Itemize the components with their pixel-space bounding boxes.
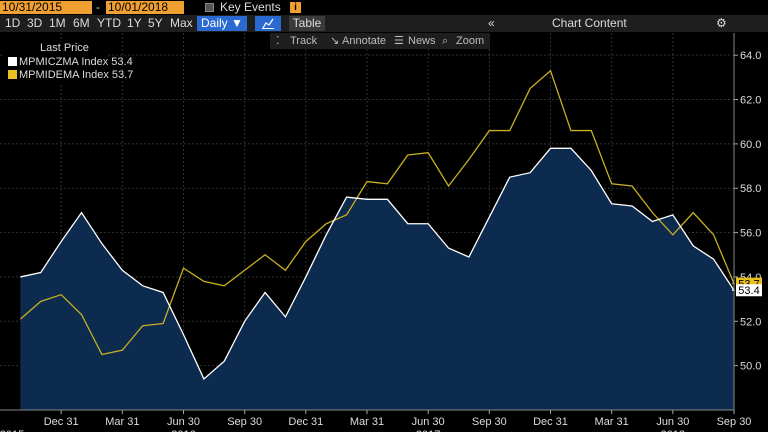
x-tick-label: Dec 31 <box>533 416 568 428</box>
legend-label-mpmiczma: MPMICZMA Index 53.4 <box>19 56 133 68</box>
key-events-checkbox[interactable] <box>205 3 214 12</box>
period-1m-button[interactable]: 1M <box>49 16 66 30</box>
x-year-label: 2017 <box>416 429 440 432</box>
period-3d-button[interactable]: 3D <box>27 16 43 30</box>
chart-subtoolbar: ⁚ Track ↘ Annotate ☰ News ⌕ Zoom <box>270 33 490 49</box>
annotate-button[interactable]: Annotate <box>342 35 387 47</box>
x-year-label: 2016 <box>171 429 195 432</box>
x-tick-label: Mar 31 <box>105 416 139 428</box>
series-line-mpmiczma <box>20 147 736 381</box>
y-tick-label: 58.0 <box>740 183 761 195</box>
date-range-bar: 10/31/2015 - 10/01/2018 Key Events i <box>0 0 768 15</box>
line-chart-button[interactable] <box>255 16 281 31</box>
track-icon[interactable]: ⁚ <box>276 35 280 47</box>
period-max-button[interactable]: Max <box>170 16 193 30</box>
legend-item-mpmidema[interactable]: MPMIDEMA Index 53.7 <box>8 69 133 81</box>
chart-content-button[interactable]: Chart Content <box>552 16 627 30</box>
last-value-mpmiczma: 53.4 <box>736 284 762 297</box>
chart-legend: Last Price MPMICZMA Index 53.4 MPMIDEMA … <box>4 42 133 84</box>
x-tick-label: Dec 31 <box>288 416 323 428</box>
x-tick-label: Jun 30 <box>656 416 689 428</box>
x-axis: Dec 31 Mar 31 Jun 30 Sep 30 Dec 31 Mar 31 Jun … <box>0 409 752 432</box>
end-date-input[interactable]: 10/01/2018 <box>106 1 184 14</box>
cz-area-fill <box>20 148 734 411</box>
news-button[interactable]: News <box>408 35 436 47</box>
table-button[interactable]: Table <box>289 16 325 31</box>
x-tick-label: Mar 31 <box>350 416 384 428</box>
legend-swatch-mpmidema <box>8 70 17 79</box>
zoom-button[interactable]: Zoom <box>456 35 485 47</box>
gear-icon[interactable]: ⚙ <box>716 16 727 30</box>
last-value-mpmiczma-box <box>736 284 762 297</box>
x-tick-label: Sep 30 <box>472 416 507 428</box>
x-tick-label: Mar 31 <box>595 416 629 428</box>
key-events-label: Key Events <box>220 0 281 14</box>
date-range-dash: - <box>96 0 100 14</box>
y-tick-label: 60.0 <box>740 139 761 151</box>
frequency-dropdown[interactable]: Daily ▼ <box>197 16 247 31</box>
line-chart-icon <box>262 18 274 29</box>
annotate-icon[interactable]: ↘ <box>330 35 340 47</box>
y-tick-label: 64.0 <box>740 50 761 62</box>
period-5y-button[interactable]: 5Y <box>148 16 163 30</box>
x-tick-label: Sep 30 <box>227 416 262 428</box>
x-year-label: 2018 <box>661 429 685 432</box>
period-1d-button[interactable]: 1D <box>5 16 21 30</box>
period-6m-button[interactable]: 6M <box>73 16 90 30</box>
info-icon[interactable]: i <box>290 2 301 13</box>
x-tick-label: Jun 30 <box>412 416 445 428</box>
y-tick-label: 52.0 <box>740 316 761 328</box>
track-button[interactable]: Track <box>290 35 318 47</box>
x-tick-label: Jun 30 <box>167 416 200 428</box>
legend-label-mpmidema: MPMIDEMA Index 53.7 <box>19 69 134 81</box>
series-line-mpmidema <box>19 69 735 356</box>
legend-title: Last Price <box>40 42 89 54</box>
x-year-label: 2015 <box>0 429 24 432</box>
y-tick-label: 50.0 <box>740 361 761 373</box>
y-tick-label: 62.0 <box>740 95 761 107</box>
collapse-icon[interactable]: « <box>488 16 495 30</box>
legend-item-mpmiczma[interactable]: MPMICZMA Index 53.4 <box>8 56 133 68</box>
y-axis: 50.052.054.056.058.060.062.064.0 <box>733 33 761 410</box>
x-tick-label: Dec 31 <box>44 416 79 428</box>
last-value-labels: 53.753.4 <box>736 277 762 297</box>
period-ytd-button[interactable]: YTD <box>97 16 121 30</box>
chart-toolbar: 1D 3D 1M 6M YTD 1Y 5Y Max Daily ▼ Table … <box>0 15 768 32</box>
period-1y-button[interactable]: 1Y <box>127 16 142 30</box>
x-tick-label: Sep 30 <box>717 416 752 428</box>
start-date-input[interactable]: 10/31/2015 <box>0 1 92 14</box>
legend-swatch-mpmiczma <box>8 57 17 66</box>
news-icon[interactable]: ☰ <box>394 35 404 47</box>
last-value-mpmiczma-text: 53.4 <box>738 285 759 297</box>
y-tick-label: 56.0 <box>740 228 761 240</box>
zoom-icon[interactable]: ⌕ <box>442 35 449 47</box>
